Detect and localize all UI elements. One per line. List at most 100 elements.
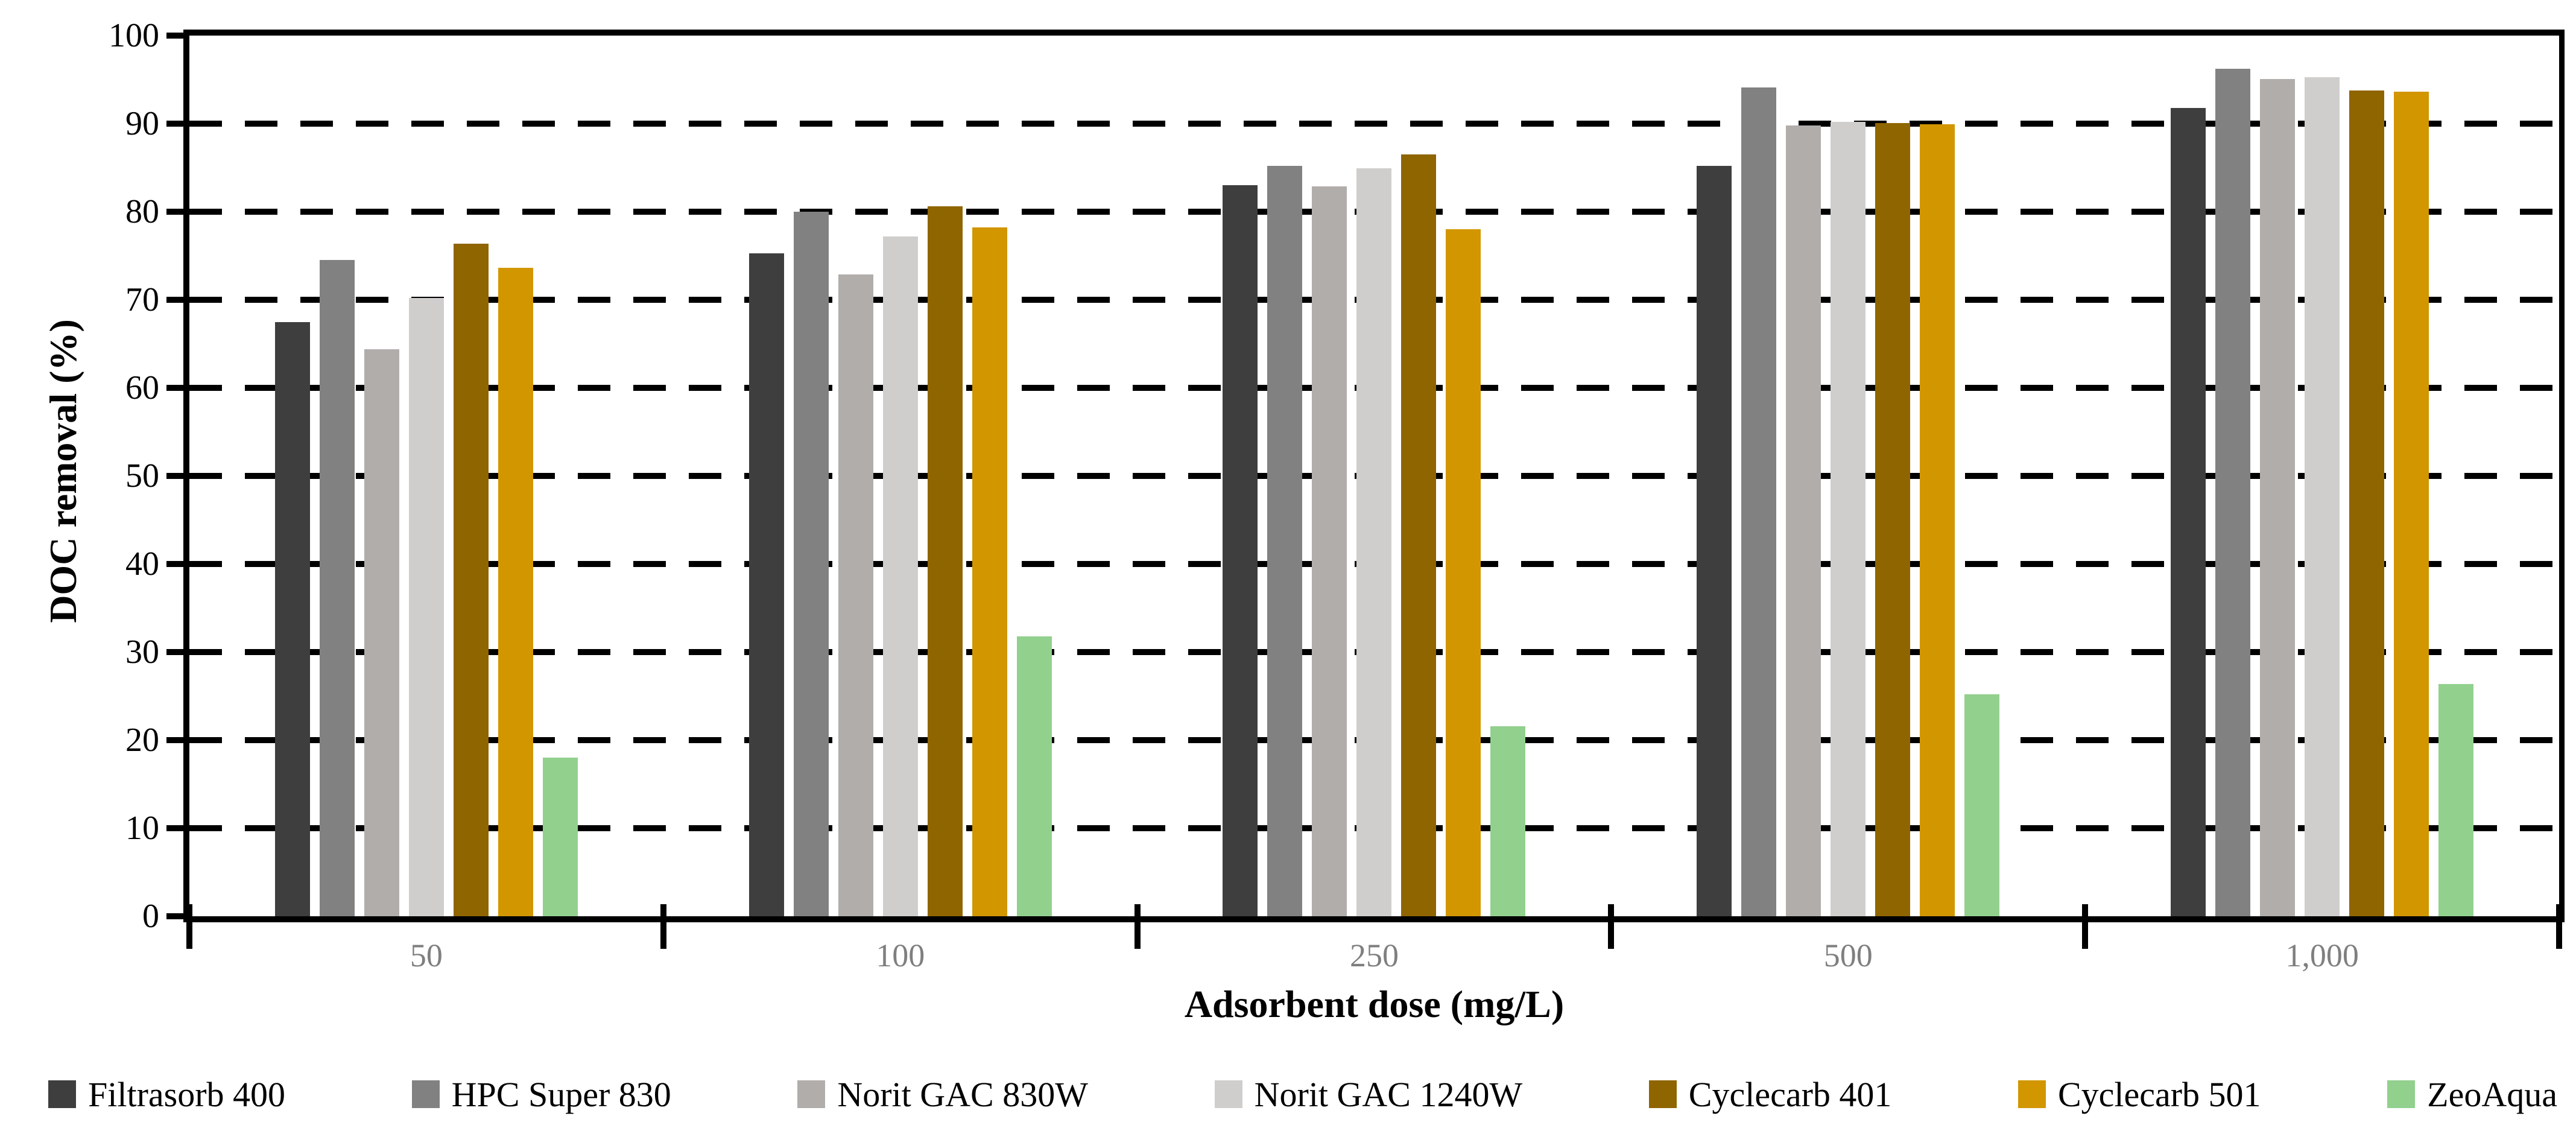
legend-swatch-icon — [2387, 1080, 2416, 1108]
bar-group-500 — [1611, 36, 2085, 916]
y-tick-label: 100 — [109, 17, 159, 54]
y-tick-label: 0 — [142, 898, 159, 935]
legend-label: Filtrasorb 400 — [88, 1074, 286, 1114]
legend-swatch-icon — [2017, 1080, 2046, 1108]
bar-cyclecarb-401-500 — [1875, 122, 1911, 916]
bar-norit-gac-1240w-100 — [882, 236, 918, 916]
bar-norit-gac-830w-250 — [1312, 186, 1347, 916]
y-axis-tick — [166, 385, 189, 391]
bar-hpc-super-830-500 — [1741, 87, 1777, 916]
y-tick-label: 60 — [125, 369, 159, 407]
legend-label: Cyclecarb 501 — [2057, 1074, 2261, 1114]
bar-group-250 — [1138, 36, 1612, 916]
bar-norit-gac-1240w-1,000 — [2305, 77, 2340, 916]
y-axis-tick — [166, 913, 189, 919]
y-axis-tick — [166, 473, 189, 479]
x-axis-tick — [2556, 904, 2562, 949]
bar-filtrasorb-400-1,000 — [2171, 107, 2206, 916]
x-axis-tick — [1608, 904, 1615, 949]
x-tick-labels: 50 100 250 500 1,000 — [189, 936, 2559, 975]
bar-group-100 — [663, 36, 1138, 916]
bar-cyclecarb-401-100 — [927, 206, 963, 916]
y-tick-label: 10 — [125, 809, 159, 847]
legend: Filtrasorb 400 HPC Super 830 Norit GAC 830… — [48, 1066, 2557, 1122]
y-tick-label: 30 — [125, 633, 159, 671]
x-tick-label-50: 50 — [410, 937, 443, 974]
y-tick-label: 50 — [125, 457, 159, 495]
y-axis-tick — [166, 561, 189, 567]
bar-hpc-super-830-250 — [1267, 166, 1303, 916]
bar-norit-gac-830w-100 — [838, 274, 873, 916]
bar-cyclecarb-401-1,000 — [2349, 90, 2385, 916]
bar-norit-gac-830w-50 — [364, 349, 399, 916]
bar-zeoaqua-250 — [1490, 726, 1526, 916]
bar-filtrasorb-400-50 — [274, 322, 310, 916]
legend-item-filtrasorb-400: Filtrasorb 400 — [48, 1074, 285, 1115]
x-tick-label-250: 250 — [1349, 937, 1399, 974]
y-tick-label: 80 — [125, 193, 159, 230]
legend-item-norit-gac-830w: Norit GAC 830W — [797, 1074, 1088, 1115]
bar-norit-gac-830w-500 — [1786, 125, 1821, 916]
legend-item-cyclecarb-501: Cyclecarb 501 — [2017, 1074, 2261, 1115]
legend-label: ZeoAqua — [2427, 1074, 2557, 1114]
bar-cyclecarb-501-500 — [1920, 124, 1955, 916]
bar-cyclecarb-501-100 — [972, 227, 1007, 916]
bar-filtrasorb-400-100 — [748, 253, 784, 916]
legend-swatch-icon — [797, 1080, 826, 1108]
y-tick-label: 20 — [125, 721, 159, 759]
bar-norit-gac-1240w-50 — [408, 298, 444, 916]
bar-group-1,000 — [2085, 36, 2559, 916]
x-tick-label-500: 500 — [1823, 937, 1873, 974]
bar-zeoaqua-1,000 — [2438, 683, 2474, 916]
y-axis-tick — [166, 33, 189, 39]
x-axis-tick — [2082, 904, 2089, 949]
bar-groups — [189, 36, 2559, 916]
bar-hpc-super-830-1,000 — [2215, 69, 2251, 916]
legend-label: Cyclecarb 401 — [1688, 1074, 1892, 1114]
legend-item-hpc-super-830: HPC Super 830 — [411, 1074, 671, 1115]
legend-swatch-icon — [411, 1080, 440, 1108]
y-tick-label: 90 — [125, 105, 159, 142]
bar-group-50 — [189, 36, 663, 916]
bar-hpc-super-830-100 — [793, 212, 829, 916]
bar-norit-gac-1240w-500 — [1831, 122, 1866, 916]
bar-filtrasorb-400-250 — [1223, 185, 1258, 916]
bar-cyclecarb-401-250 — [1401, 154, 1437, 916]
legend-swatch-icon — [1214, 1080, 1242, 1108]
y-axis-tick — [166, 297, 189, 303]
bar-norit-gac-830w-1,000 — [2260, 78, 2296, 916]
x-tick-label-1,000: 1,000 — [2285, 937, 2359, 974]
bar-cyclecarb-501-250 — [1446, 229, 1481, 916]
y-axis-tick — [166, 209, 189, 215]
bar-zeoaqua-500 — [1964, 694, 2000, 916]
bar-norit-gac-1240w-250 — [1356, 168, 1392, 916]
legend-item-zeoaqua: ZeoAqua — [2387, 1074, 2557, 1115]
y-axis-tick — [166, 737, 189, 743]
bar-cyclecarb-501-1,000 — [2394, 92, 2429, 916]
gridline-90 — [189, 121, 2559, 127]
y-tick-label: 40 — [125, 545, 159, 583]
legend-item-cyclecarb-401: Cyclecarb 401 — [1648, 1074, 1892, 1115]
bar-hpc-super-830-50 — [319, 260, 355, 916]
y-axis-tick — [166, 649, 189, 655]
x-axis-tick — [1134, 904, 1141, 949]
x-axis-title: Adsorbent dose (mg/L) — [1184, 983, 1565, 1025]
legend-swatch-icon — [1648, 1080, 1677, 1108]
legend-label: Norit GAC 830W — [837, 1074, 1088, 1114]
bar-cyclecarb-401-50 — [453, 243, 489, 916]
bar-cyclecarb-501-50 — [498, 268, 533, 916]
x-tick-label-100: 100 — [876, 937, 925, 974]
y-axis-tick — [166, 825, 189, 831]
legend-item-norit-gac-1240w: Norit GAC 1240W — [1214, 1074, 1523, 1115]
bar-zeoaqua-100 — [1016, 636, 1052, 916]
x-axis-tick — [186, 904, 192, 949]
legend-label: HPC Super 830 — [451, 1074, 671, 1114]
y-axis-tick — [166, 121, 189, 127]
legend-label: Norit GAC 1240W — [1254, 1074, 1523, 1114]
bar-filtrasorb-400-500 — [1697, 166, 1732, 916]
x-axis-tick — [660, 904, 666, 949]
legend-swatch-icon — [48, 1080, 76, 1108]
y-tick-label: 70 — [125, 281, 159, 318]
bar-zeoaqua-50 — [542, 758, 578, 916]
